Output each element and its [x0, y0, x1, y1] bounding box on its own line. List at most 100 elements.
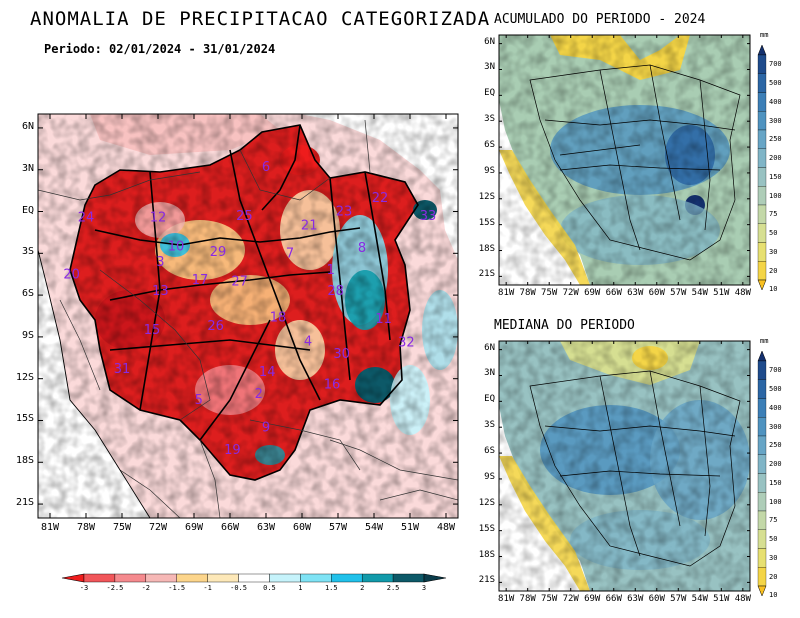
acc-lon-ticks [505, 35, 744, 285]
median-colorbar [757, 350, 767, 597]
lon-label: 78W [519, 288, 536, 298]
colorbar-swatch [757, 435, 767, 455]
basin-label: 29 [210, 245, 227, 260]
median-panel-title: MEDIANA DO PERIODO [494, 318, 635, 333]
colorbar-tick-label: 250 [769, 135, 782, 144]
lat-label: 12S [478, 191, 495, 202]
colorbar-tick-label: 500 [769, 79, 782, 88]
lon-label: 78W [76, 522, 96, 533]
lon-label: 48W [436, 522, 456, 533]
median-map [499, 341, 750, 591]
basin-label: 18 [270, 311, 287, 326]
basin-label: 24 [78, 210, 95, 225]
lon-label: 48W [734, 594, 751, 604]
colorbar-unit: mm [760, 31, 769, 39]
basin-label: 31 [114, 362, 131, 377]
lat-label: 12S [478, 497, 495, 508]
colorbar-swatch [207, 573, 239, 583]
colorbar-tick-label: 3 [421, 584, 427, 592]
lat-label: 18S [478, 549, 495, 560]
basin-label: 30 [333, 347, 350, 362]
colorbar-swatch [757, 73, 767, 93]
colorbar-tick-label: 30 [769, 247, 778, 256]
basin-label: 3 [156, 255, 164, 270]
colorbar-swatch [757, 129, 767, 149]
lat-label: 3N [21, 162, 34, 174]
lon-label: 66W [605, 288, 622, 298]
colorbar-tick-label: -2.5 [106, 584, 124, 592]
colorbar-tick-label: -3 [79, 584, 89, 592]
lon-label: 63W [627, 288, 644, 298]
lon-label: 78W [519, 594, 536, 604]
colorbar-tick-label: 300 [769, 116, 782, 125]
basin-label: 25 [236, 209, 253, 224]
lon-label: 60W [648, 594, 665, 604]
med-lon-ticks [505, 341, 744, 591]
colorbar-tick-label: 700 [769, 60, 782, 69]
lat-label: 21S [478, 269, 495, 280]
lat-label: EQ [21, 204, 34, 216]
median-map-frame [498, 340, 751, 592]
med-basin-boundaries [529, 370, 741, 567]
basin-label: 6 [262, 160, 270, 175]
lat-label: 3S [484, 114, 495, 125]
colorbar-swatch [757, 111, 767, 131]
lat-label: 15S [478, 523, 495, 534]
colorbar-swatch [331, 573, 363, 583]
colorbar-tick-label: 700 [769, 366, 782, 375]
lon-label: 57W [670, 594, 687, 604]
lat-label: 21S [478, 575, 495, 586]
basin-label: 4 [304, 334, 312, 349]
lon-label: 75W [541, 288, 558, 298]
colorbar-swatch [757, 398, 767, 418]
colorbar-tick-label: 20 [769, 572, 778, 581]
colorbar-swatch [269, 573, 301, 583]
lat-label: 3S [484, 420, 495, 431]
colorbar-tick-label: -1.5 [168, 584, 186, 592]
lat-label: 18S [478, 243, 495, 254]
colorbar-swatch [300, 573, 332, 583]
basin-boundaries [69, 124, 419, 481]
lat-label: 6S [21, 288, 34, 300]
basin-label: 20 [63, 267, 80, 282]
lat-label: 6N [484, 36, 495, 47]
colorbar-swatch [176, 573, 208, 583]
lat-label: 21S [15, 497, 34, 509]
basin-label: 21 [301, 219, 318, 234]
colorbar-swatch [757, 167, 767, 187]
lon-label: 81W [498, 594, 515, 604]
lat-label: 15S [15, 413, 34, 425]
lat-label: 3S [21, 246, 34, 258]
lat-label: EQ [484, 88, 495, 99]
lon-label: 54W [691, 594, 708, 604]
lon-label: 69W [584, 288, 601, 298]
lon-label: 81W [498, 288, 515, 298]
colorbar-swatch [114, 573, 147, 583]
colorbar-tick-label: 10 [769, 285, 778, 294]
basin-label: 11 [375, 312, 392, 327]
colorbar-tick-label: -2 [141, 584, 151, 592]
colorbar-swatch [757, 454, 767, 474]
colorbar-unit: mm [760, 337, 769, 345]
colorbar-swatch [757, 54, 767, 74]
lon-label: 69W [584, 594, 601, 604]
lat-label: 9S [21, 329, 34, 341]
lat-label: 15S [478, 217, 495, 228]
colorbar-max-arrow [757, 44, 767, 56]
lon-label: 75W [541, 594, 558, 604]
basin-label: 32 [398, 336, 415, 351]
lon-label: 57W [670, 288, 687, 298]
colorbar-swatch [757, 242, 767, 262]
lon-label: 72W [562, 594, 579, 604]
colorbar-min-arrow [757, 585, 767, 597]
colorbar-tick-label: 300 [769, 422, 782, 431]
colorbar-swatch [757, 548, 767, 568]
period-label: Periodo: 02/01/2024 - 31/01/2024 [44, 42, 276, 56]
colorbar-tick-label: 75 [769, 516, 778, 525]
lat-label: 6N [484, 342, 495, 353]
med-lat-ticks [499, 349, 750, 583]
lon-label: 69W [184, 522, 204, 533]
lon-label: 63W [627, 594, 644, 604]
colorbar-tick-label: 1 [298, 584, 303, 592]
